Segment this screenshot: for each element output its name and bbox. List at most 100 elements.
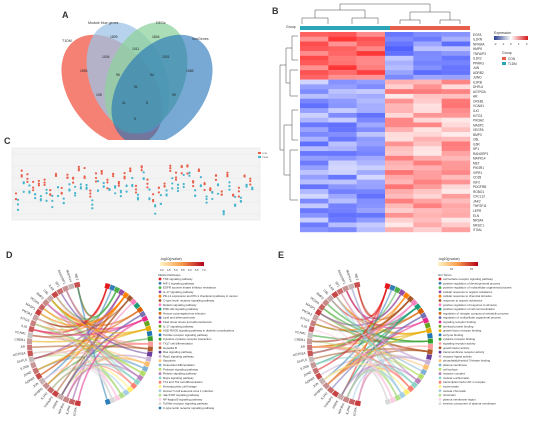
legend-dot bbox=[438, 350, 442, 354]
heatmap-cell bbox=[413, 127, 442, 133]
data-point-con bbox=[146, 186, 149, 189]
legend-dot bbox=[158, 342, 162, 345]
term-segment bbox=[394, 394, 402, 402]
heatmap-cell bbox=[441, 122, 471, 128]
heatmap-cell bbox=[328, 208, 357, 214]
data-point-con bbox=[60, 186, 63, 190]
data-points bbox=[14, 164, 254, 216]
heatmap-cell bbox=[385, 222, 414, 228]
venn-count: 1011 bbox=[132, 47, 139, 51]
heatmap-cell bbox=[441, 79, 471, 85]
data-point-con bbox=[100, 169, 103, 173]
data-point-con bbox=[129, 169, 132, 172]
data-point-con bbox=[140, 165, 143, 168]
gene-label: CREB1 bbox=[14, 338, 25, 342]
legend-dot bbox=[438, 367, 442, 371]
term-segment bbox=[147, 341, 153, 347]
legend-dot bbox=[158, 286, 162, 289]
heatmap-cell bbox=[413, 117, 442, 123]
term-segment bbox=[427, 344, 433, 350]
gene-label: VEGFA bbox=[473, 128, 485, 132]
data-point-t1dm bbox=[85, 186, 88, 189]
gene-segment bbox=[35, 372, 43, 380]
scale-tick: 10 bbox=[450, 267, 454, 271]
term-segment bbox=[427, 349, 433, 355]
chord bbox=[313, 329, 393, 399]
group-legend-t1dm: T1DM bbox=[508, 62, 517, 66]
data-point-con bbox=[26, 173, 29, 176]
gene-segment bbox=[326, 294, 334, 303]
venn-diagram: Module blue genes DEGs T1DM ironGenes 18… bbox=[61, 21, 213, 146]
data-point-t1dm bbox=[22, 182, 25, 185]
heatmap-cell bbox=[300, 46, 329, 52]
heatmap-cell bbox=[300, 165, 329, 171]
data-point-con bbox=[123, 177, 126, 180]
data-point-t1dm bbox=[142, 177, 145, 180]
gene-segment bbox=[347, 283, 355, 290]
legend-dot bbox=[438, 398, 442, 401]
heatmap-cell bbox=[441, 108, 471, 114]
expression-legend-title: Expression bbox=[494, 31, 511, 35]
data-point-con bbox=[214, 178, 218, 181]
chord bbox=[312, 346, 410, 388]
legend-dot bbox=[438, 303, 442, 307]
data-point-con bbox=[54, 172, 58, 175]
gene-label: EGFA bbox=[473, 33, 482, 37]
heatmap-cell bbox=[441, 184, 471, 190]
heatmap-cell bbox=[356, 117, 386, 123]
legend-dot bbox=[438, 281, 442, 285]
gene-segment bbox=[46, 294, 54, 303]
legend-dot bbox=[158, 329, 162, 332]
data-point-con bbox=[83, 176, 86, 180]
legend-dot bbox=[158, 389, 162, 393]
heatmap-cell bbox=[328, 212, 357, 218]
gene-label: CD28 bbox=[473, 176, 481, 180]
heatmap-cell bbox=[413, 212, 442, 218]
heatmap-cell bbox=[385, 117, 414, 123]
legend-dot bbox=[438, 277, 442, 281]
gene-label: ILIO bbox=[21, 324, 28, 329]
heatmap-cell bbox=[413, 60, 442, 66]
heatmap-cell bbox=[441, 98, 471, 104]
term-segment bbox=[130, 298, 137, 306]
heatmap-cell bbox=[356, 41, 386, 47]
scale-tick: 5.0 bbox=[174, 268, 178, 272]
term-segment bbox=[427, 332, 433, 339]
gene-label: PIK3A2 bbox=[473, 119, 484, 123]
legend-label: Relaxin signaling pathway bbox=[163, 372, 197, 376]
gene-segment bbox=[51, 290, 59, 299]
term-segment bbox=[136, 306, 144, 314]
legend-label: Jak-STAT signaling pathway bbox=[163, 393, 200, 397]
legend-dot bbox=[438, 346, 442, 350]
heatmap-cell bbox=[356, 217, 386, 223]
data-point-con bbox=[243, 174, 246, 177]
heatmap-cell bbox=[441, 146, 471, 152]
chord bbox=[33, 319, 144, 336]
legend-label: Hepatitis B bbox=[163, 346, 177, 350]
heatmap-cell bbox=[300, 189, 329, 195]
data-point-t1dm bbox=[96, 180, 100, 183]
legend-dot bbox=[158, 363, 162, 367]
heatmap-cell bbox=[356, 60, 386, 66]
data-point-con bbox=[174, 178, 178, 181]
data-point-con bbox=[54, 174, 58, 177]
term-segment bbox=[130, 382, 138, 390]
group-bar-t1dm bbox=[300, 26, 390, 30]
data-point-con bbox=[146, 178, 149, 181]
data-point-con bbox=[32, 186, 35, 189]
legend-label: Ras signaling pathway bbox=[163, 350, 192, 354]
heatmap-cell bbox=[356, 65, 386, 71]
heatmap-cell bbox=[356, 141, 386, 147]
legend-dot bbox=[438, 307, 442, 311]
heatmap-cell bbox=[356, 155, 386, 161]
gene-label: DHFL6 bbox=[297, 358, 308, 364]
legend-label: C-type lectin receptor signaling pathway bbox=[163, 406, 215, 410]
heatmap-cell bbox=[328, 103, 357, 109]
legend-label: plasma membrane region bbox=[443, 397, 476, 401]
scale-tick: 6.0 bbox=[188, 268, 192, 272]
gene-segment bbox=[308, 356, 315, 363]
legend-label: plasma membrane bbox=[443, 363, 467, 367]
data-point-t1dm bbox=[79, 186, 82, 189]
heatmap-cell bbox=[413, 146, 442, 152]
